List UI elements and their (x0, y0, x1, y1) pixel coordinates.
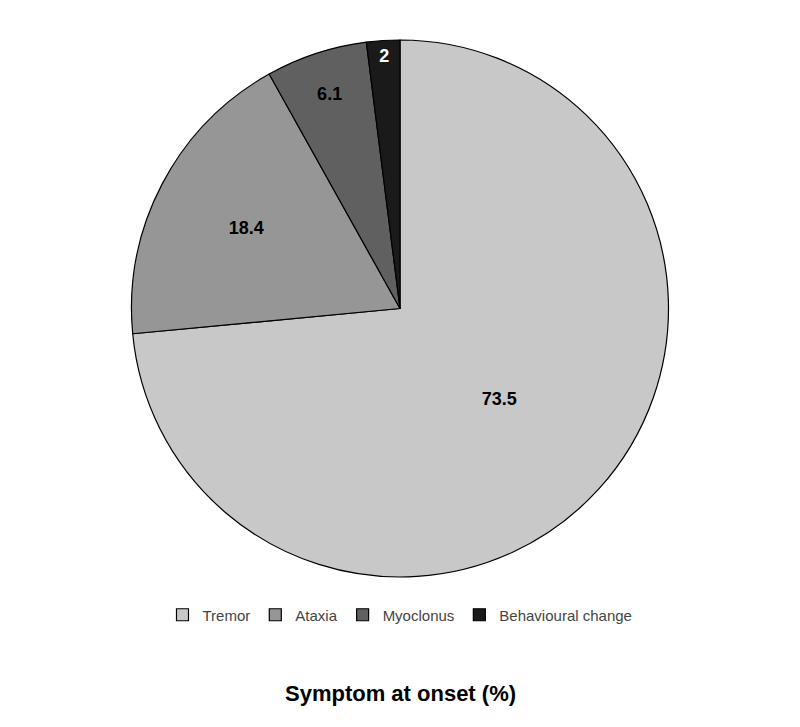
svg-text:Myoclonus: Myoclonus (383, 607, 455, 624)
svg-text:Symptom at onset (%): Symptom at onset (%) (285, 681, 516, 706)
svg-text:Ataxia: Ataxia (295, 607, 337, 624)
svg-text:Tremor: Tremor (203, 607, 251, 624)
svg-text:Behavioural change: Behavioural change (499, 607, 632, 624)
svg-text:18.4: 18.4 (229, 218, 264, 238)
svg-text:73.5: 73.5 (482, 389, 517, 409)
svg-text:6.1: 6.1 (317, 84, 342, 104)
svg-text:2: 2 (379, 46, 389, 66)
